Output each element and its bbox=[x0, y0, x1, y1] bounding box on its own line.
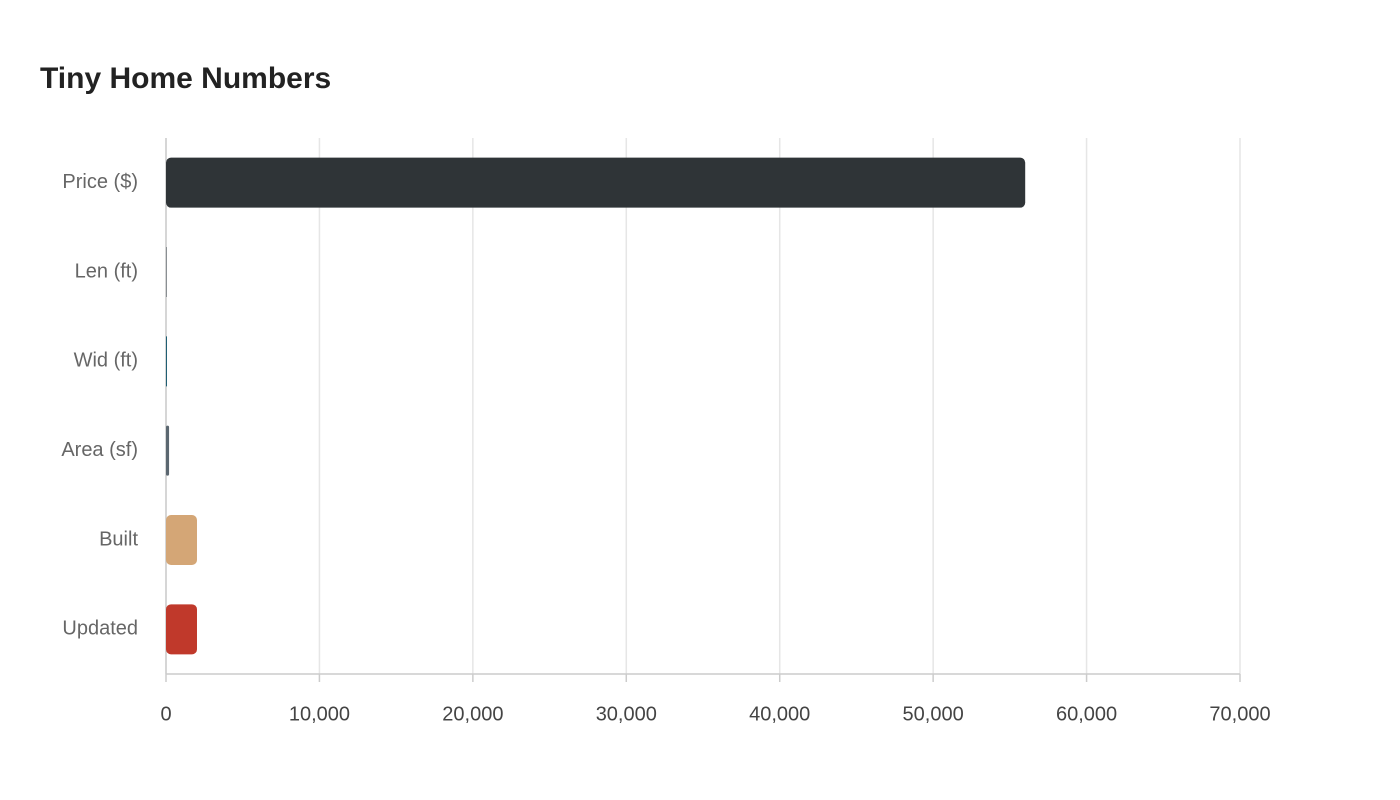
y-tick-label: Updated bbox=[62, 618, 138, 640]
x-tick-label: 10,000 bbox=[289, 703, 350, 725]
x-tick-label: 30,000 bbox=[596, 703, 657, 725]
y-tick-label: Wid (ft) bbox=[74, 350, 138, 372]
x-tick-label: 70,000 bbox=[1209, 703, 1270, 725]
x-tick-label: 50,000 bbox=[903, 703, 964, 725]
x-tick-label: 20,000 bbox=[442, 703, 503, 725]
x-tick-label: 0 bbox=[160, 703, 171, 725]
bar bbox=[166, 425, 170, 476]
bar bbox=[166, 247, 167, 297]
x-tick-label: 40,000 bbox=[749, 703, 810, 725]
y-tick-label: Price ($) bbox=[62, 171, 138, 193]
y-tick-label: Len (ft) bbox=[75, 260, 138, 282]
bar bbox=[166, 157, 1026, 208]
bar bbox=[166, 515, 197, 565]
bar bbox=[166, 336, 167, 387]
bar bbox=[166, 604, 197, 655]
chart-title: Tiny Home Numbers bbox=[40, 62, 331, 95]
y-tick-label: Area (sf) bbox=[61, 439, 138, 461]
y-tick-label: Built bbox=[99, 528, 138, 550]
x-tick-label: 60,000 bbox=[1056, 703, 1117, 725]
